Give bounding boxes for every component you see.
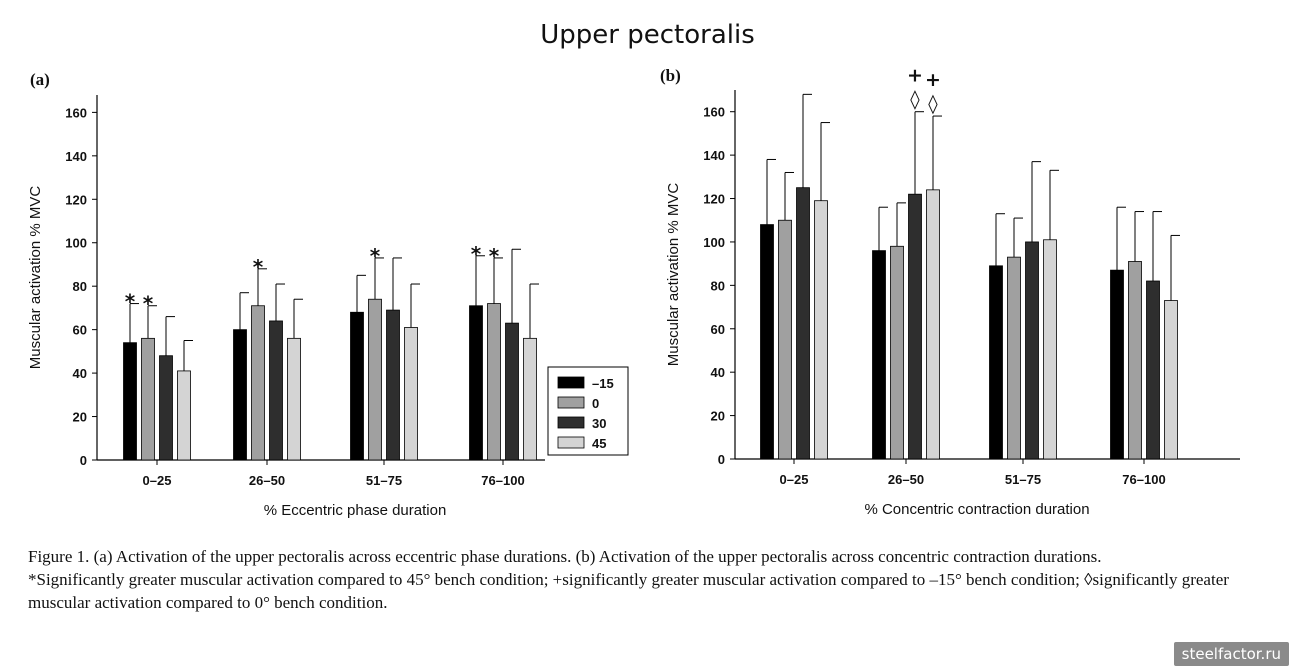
b-significance-marker: + — [925, 69, 941, 91]
a-y-tick-label: 40 — [73, 366, 87, 381]
b-bar — [890, 245, 904, 460]
b-y-tick-label: 20 — [711, 409, 725, 424]
a-bar — [523, 337, 537, 461]
a-y-tick-label: 60 — [73, 323, 87, 338]
b-bar — [1043, 239, 1057, 460]
b-bar — [1128, 261, 1142, 460]
b-bar — [908, 193, 922, 460]
b-y-tick-label: 80 — [711, 278, 725, 293]
b-bar — [778, 219, 792, 460]
b-x-tick-label: 76–100 — [1122, 472, 1165, 487]
a-bar — [159, 355, 173, 461]
a-bar — [233, 329, 247, 461]
a-bar — [368, 298, 382, 461]
a-legend-swatch — [557, 436, 585, 449]
a-x-tick-label: 51–75 — [366, 473, 402, 488]
b-bar — [872, 250, 886, 460]
panel-label-a: (a) — [30, 70, 50, 89]
b-bar — [760, 224, 774, 460]
figure-title: Upper pectoralis — [540, 20, 755, 50]
a-bar — [505, 322, 519, 461]
b-x-tick-label: 51–75 — [1005, 472, 1041, 487]
a-y-axis-label: Muscular activation % MVC — [27, 186, 44, 370]
a-bar — [123, 342, 137, 461]
b-bar — [1007, 256, 1021, 460]
b-y-tick-label: 140 — [703, 148, 725, 163]
b-x-axis-label: % Concentric contraction duration — [864, 501, 1089, 518]
b-y-tick-label: 160 — [703, 105, 725, 120]
caption-line-1: Figure 1. (a) Activation of the upper pe… — [28, 547, 1102, 566]
a-y-tick-label: 140 — [65, 149, 87, 164]
b-bar — [926, 189, 940, 460]
a-bar — [350, 311, 364, 461]
a-significance-marker: * — [125, 290, 136, 314]
b-x-tick-label: 0–25 — [780, 472, 809, 487]
b-significance-marker: + — [907, 65, 923, 87]
a-legend-label: 30 — [592, 416, 606, 431]
b-y-axis-label: Muscular activation % MVC — [665, 183, 682, 367]
a-bar — [177, 370, 191, 461]
b-x-tick-label: 26–50 — [888, 472, 924, 487]
a-significance-marker: * — [143, 292, 154, 316]
a-x-tick-label: 76–100 — [481, 473, 524, 488]
panel-label-b: (b) — [660, 66, 681, 85]
a-x-tick-label: 0–25 — [143, 473, 172, 488]
a-bar — [141, 337, 155, 461]
b-y-tick-label: 60 — [711, 322, 725, 337]
a-y-tick-label: 0 — [80, 453, 87, 468]
a-y-tick-label: 100 — [65, 236, 87, 251]
b-significance-marker: ◊ — [910, 89, 920, 111]
a-significance-marker: * — [489, 244, 500, 268]
a-significance-marker: * — [370, 244, 381, 268]
watermark: steelfactor.ru — [1173, 642, 1289, 666]
a-bar — [404, 327, 418, 461]
a-legend-label: 45 — [592, 436, 606, 451]
b-bar — [1146, 280, 1160, 460]
a-legend-swatch — [557, 376, 585, 389]
a-bar — [269, 320, 283, 461]
a-y-tick-label: 20 — [73, 410, 87, 425]
b-bar — [796, 187, 810, 460]
a-y-tick-label: 80 — [73, 279, 87, 294]
b-bar — [1110, 269, 1124, 460]
a-legend-swatch — [557, 416, 585, 429]
a-legend-label: 0 — [592, 396, 599, 411]
a-legend-label: –15 — [592, 376, 614, 391]
a-x-axis-label: % Eccentric phase duration — [264, 502, 447, 519]
caption-line-2: *Significantly greater muscular activati… — [28, 570, 1229, 612]
a-bar — [487, 303, 501, 461]
b-bar — [1164, 300, 1178, 460]
a-significance-marker: * — [471, 242, 482, 266]
a-bar — [287, 337, 301, 461]
a-x-tick-label: 26–50 — [249, 473, 285, 488]
a-y-tick-label: 160 — [65, 105, 87, 120]
b-y-tick-label: 100 — [703, 235, 725, 250]
b-bar — [1025, 241, 1039, 460]
b-y-tick-label: 0 — [718, 452, 725, 467]
b-bar — [989, 265, 1003, 460]
a-bar — [386, 309, 400, 461]
a-bar — [469, 305, 483, 461]
b-y-tick-label: 40 — [711, 365, 725, 380]
a-y-tick-label: 120 — [65, 192, 87, 207]
b-significance-marker: ◊ — [928, 93, 938, 115]
a-legend-swatch — [557, 396, 585, 409]
a-significance-marker: * — [253, 255, 264, 279]
b-bar — [814, 200, 828, 460]
b-y-tick-label: 120 — [703, 192, 725, 207]
figure-caption: Figure 1. (a) Activation of the upper pe… — [28, 545, 1263, 614]
a-bar — [251, 305, 265, 461]
